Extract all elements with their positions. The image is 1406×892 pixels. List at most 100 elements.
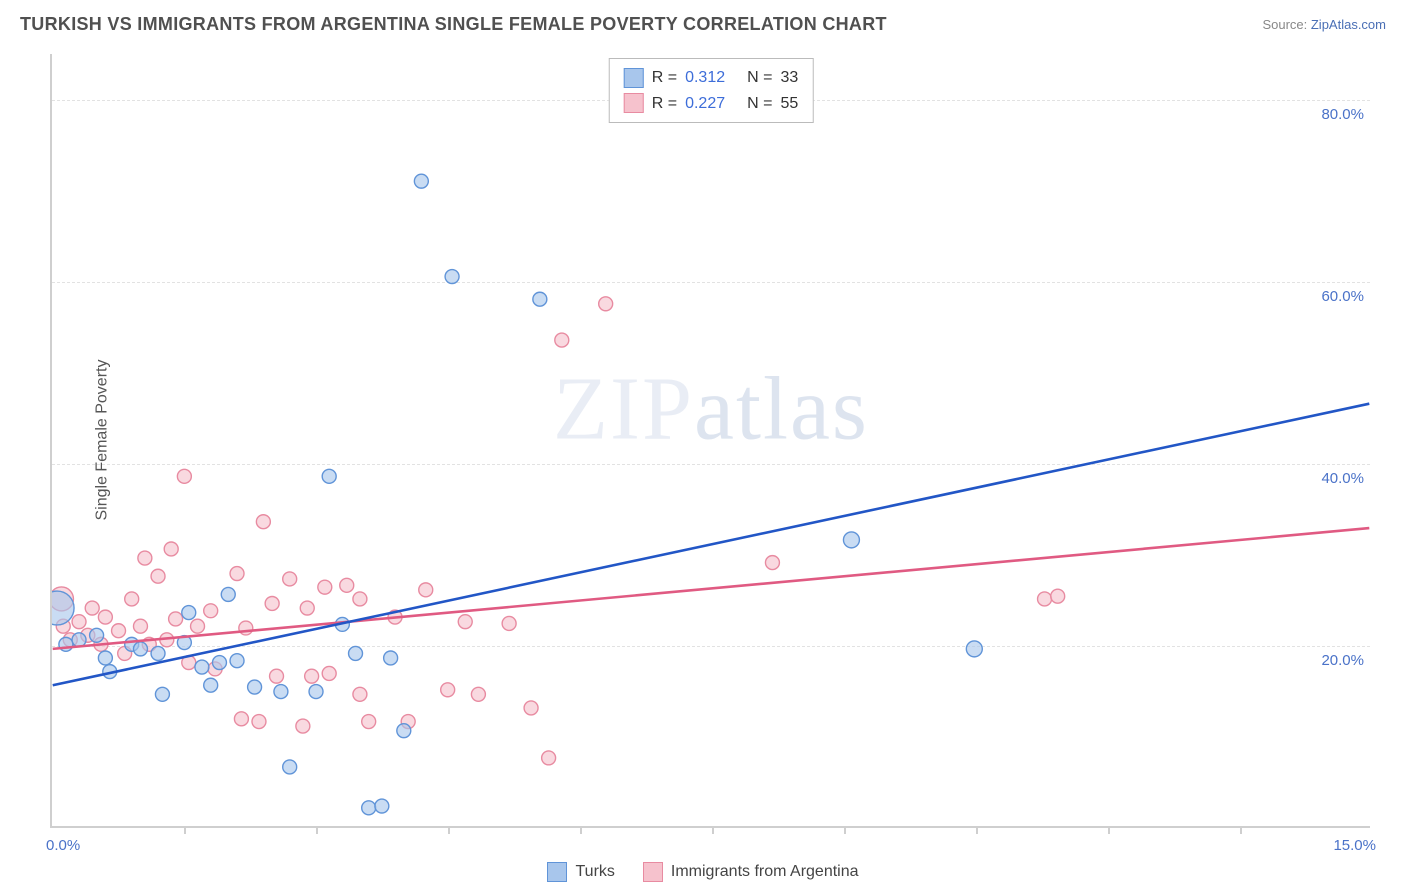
data-point xyxy=(353,687,367,701)
data-point xyxy=(90,628,104,642)
data-point xyxy=(230,567,244,581)
data-point xyxy=(441,683,455,697)
data-point xyxy=(72,615,86,629)
n-label: N = xyxy=(747,65,772,91)
data-point xyxy=(765,556,779,570)
x-tick xyxy=(1108,826,1110,834)
r-value-argentina: 0.227 xyxy=(685,91,725,117)
data-point xyxy=(384,651,398,665)
data-point xyxy=(533,292,547,306)
r-label: R = xyxy=(652,91,677,117)
data-point xyxy=(98,610,112,624)
data-point xyxy=(177,469,191,483)
data-point xyxy=(164,542,178,556)
data-point xyxy=(133,619,147,633)
data-point xyxy=(234,712,248,726)
data-point xyxy=(349,646,363,660)
data-point xyxy=(296,719,310,733)
data-point xyxy=(138,551,152,565)
data-point xyxy=(252,715,266,729)
data-point xyxy=(375,799,389,813)
legend-row-argentina: R = 0.227 N = 55 xyxy=(624,91,799,117)
scatter-svg xyxy=(52,54,1370,826)
data-point xyxy=(274,685,288,699)
trend-line xyxy=(53,528,1370,649)
data-point xyxy=(169,612,183,626)
swatch-turks-icon xyxy=(547,862,567,882)
data-point xyxy=(502,616,516,630)
source-label: Source: xyxy=(1262,17,1310,32)
n-value-argentina: 55 xyxy=(780,91,798,117)
series-legend: Turks Immigrants from Argentina xyxy=(0,862,1406,882)
legend-row-turks: R = 0.312 N = 33 xyxy=(624,65,799,91)
data-point xyxy=(265,597,279,611)
data-point xyxy=(133,642,147,656)
data-point xyxy=(1038,592,1052,606)
legend-item-argentina: Immigrants from Argentina xyxy=(643,862,859,882)
data-point xyxy=(300,601,314,615)
data-point xyxy=(966,641,982,657)
data-point xyxy=(204,604,218,618)
x-axis-max-label: 15.0% xyxy=(1333,837,1376,854)
source-attribution: Source: ZipAtlas.com xyxy=(1262,17,1386,32)
data-point xyxy=(318,580,332,594)
data-point xyxy=(155,687,169,701)
r-value-turks: 0.312 xyxy=(685,65,725,91)
data-point xyxy=(340,578,354,592)
data-point xyxy=(72,633,86,647)
data-point xyxy=(555,333,569,347)
data-point xyxy=(212,656,226,670)
legend-label-argentina: Immigrants from Argentina xyxy=(671,863,859,881)
data-point xyxy=(599,297,613,311)
data-point xyxy=(414,174,428,188)
trend-line xyxy=(53,404,1370,686)
data-point xyxy=(112,624,126,638)
chart-title: TURKISH VS IMMIGRANTS FROM ARGENTINA SIN… xyxy=(20,14,887,35)
data-point xyxy=(843,532,859,548)
chart-header: TURKISH VS IMMIGRANTS FROM ARGENTINA SIN… xyxy=(0,0,1406,41)
legend-item-turks: Turks xyxy=(547,862,614,882)
data-point xyxy=(419,583,433,597)
data-point xyxy=(309,685,323,699)
x-tick xyxy=(844,826,846,834)
data-point xyxy=(283,572,297,586)
data-point xyxy=(353,592,367,606)
source-link[interactable]: ZipAtlas.com xyxy=(1311,17,1386,32)
data-point xyxy=(191,619,205,633)
data-point xyxy=(305,669,319,683)
n-value-turks: 33 xyxy=(780,65,798,91)
legend-label-turks: Turks xyxy=(575,863,614,881)
data-point xyxy=(230,654,244,668)
data-point xyxy=(542,751,556,765)
data-point xyxy=(151,646,165,660)
x-tick xyxy=(580,826,582,834)
data-point xyxy=(458,615,472,629)
x-tick xyxy=(712,826,714,834)
data-point xyxy=(322,469,336,483)
data-point xyxy=(524,701,538,715)
x-tick xyxy=(976,826,978,834)
data-point xyxy=(362,715,376,729)
data-point xyxy=(98,651,112,665)
data-point xyxy=(471,687,485,701)
data-point xyxy=(445,270,459,284)
data-point xyxy=(270,669,284,683)
r-label: R = xyxy=(652,65,677,91)
x-tick xyxy=(1240,826,1242,834)
correlation-legend: R = 0.312 N = 33 R = 0.227 N = 55 xyxy=(609,58,814,123)
x-tick xyxy=(448,826,450,834)
swatch-argentina xyxy=(624,93,644,113)
data-point xyxy=(248,680,262,694)
data-point xyxy=(283,760,297,774)
data-point xyxy=(125,592,139,606)
n-label: N = xyxy=(747,91,772,117)
data-point xyxy=(256,515,270,529)
x-tick xyxy=(316,826,318,834)
swatch-turks xyxy=(624,68,644,88)
x-tick xyxy=(184,826,186,834)
chart-container: ZIPatlas R = 0.312 N = 33 R = 0.227 N = … xyxy=(50,54,1370,828)
plot-area: ZIPatlas R = 0.312 N = 33 R = 0.227 N = … xyxy=(50,54,1370,828)
data-point xyxy=(1051,589,1065,603)
x-axis-min-label: 0.0% xyxy=(46,837,80,854)
data-point xyxy=(322,666,336,680)
